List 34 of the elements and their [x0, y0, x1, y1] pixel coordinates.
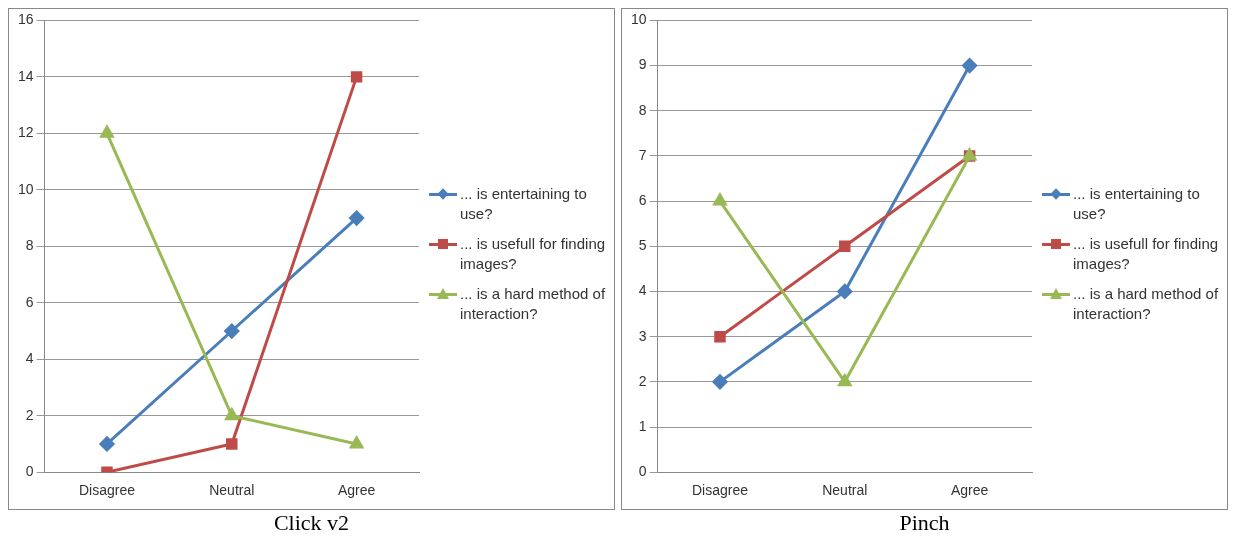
legend-label: ... is entertaining to use?: [1073, 184, 1201, 224]
legend-label: ... is a hard method of interaction?: [1073, 284, 1220, 324]
legend-label: ... is usefull for finding images?: [460, 234, 607, 274]
y-tick-label: 6: [25, 293, 34, 310]
y-tick-label: 2: [638, 372, 647, 389]
y-tick-label: 8: [25, 237, 34, 254]
y-tick-label: 9: [638, 56, 647, 73]
y-tick-label: 4: [638, 282, 647, 299]
y-tick-label: 14: [17, 67, 34, 84]
x-tick-label: Disagree: [691, 482, 749, 499]
y-tick-label: 2: [25, 406, 34, 423]
y-tick-label: 10: [630, 11, 647, 28]
x-tick-label: Agree: [337, 482, 376, 499]
y-tick-label: 0: [638, 463, 647, 480]
y-tick-label: 3: [638, 327, 647, 344]
text: Click v2: [272, 510, 351, 536]
y-tick-label: 5: [638, 237, 647, 254]
y-tick-label: 1: [638, 417, 647, 434]
y-tick-label: 4: [25, 350, 34, 367]
legend-label: ... is a hard method of interaction?: [460, 284, 607, 324]
y-tick-label: 12: [17, 124, 34, 141]
y-tick-label: 16: [17, 11, 34, 28]
y-tick-label: 8: [638, 101, 647, 118]
y-tick-label: 10: [17, 180, 34, 197]
x-tick-label: Neutral: [209, 482, 255, 499]
legend-label: ... is entertaining to use?: [460, 184, 588, 224]
y-tick-label: 0: [25, 463, 34, 480]
x-tick-label: Neutral: [822, 482, 868, 499]
y-tick-label: 6: [638, 191, 647, 208]
y-tick-label: 7: [638, 146, 647, 163]
x-tick-label: Agree: [950, 482, 989, 499]
text: Pinch: [898, 510, 951, 536]
x-tick-label: Disagree: [78, 482, 136, 499]
legend-label: ... is usefull for finding images?: [1073, 234, 1220, 274]
